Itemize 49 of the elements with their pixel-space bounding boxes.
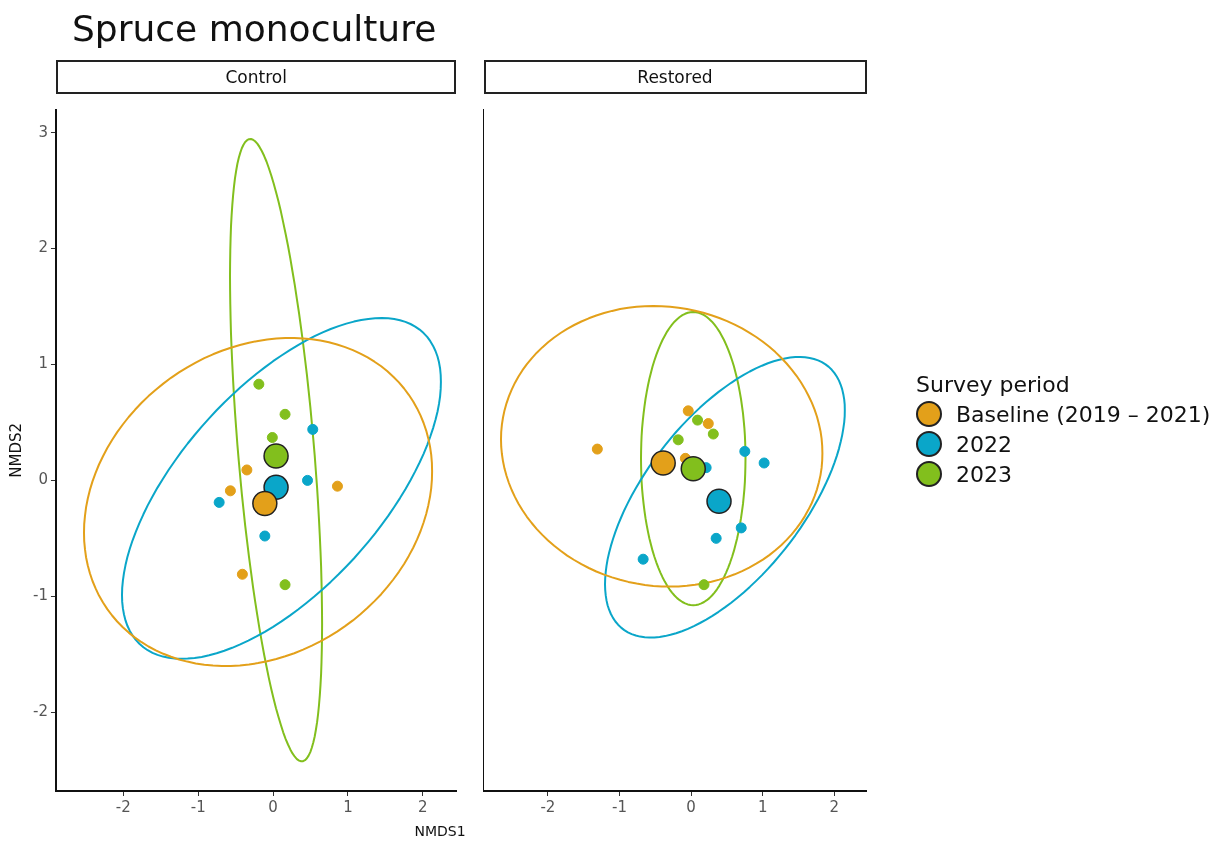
point (739, 445, 751, 457)
point (735, 522, 747, 534)
point (331, 480, 343, 492)
point (302, 474, 314, 486)
y-tick-label: -2 (32, 702, 48, 721)
x-tick-label: 0 (686, 797, 696, 816)
x-tick-label: -2 (115, 797, 131, 816)
y-axis-title: NMDS2 (6, 422, 25, 478)
point (259, 530, 271, 542)
point (707, 428, 719, 440)
point (698, 579, 710, 591)
point (236, 568, 248, 580)
y-tick-label: -1 (32, 586, 48, 605)
point (702, 418, 714, 430)
point (758, 457, 770, 469)
point (591, 443, 603, 455)
x-tick-label: 2 (418, 797, 428, 816)
point (279, 579, 291, 591)
y-tick-label: 0 (38, 470, 48, 489)
x-axis-title: NMDS1 (414, 823, 466, 839)
point (241, 464, 253, 476)
point (692, 414, 704, 426)
x-tick-label: -1 (190, 797, 206, 816)
point (637, 553, 649, 565)
chart-subtitle: Restored (483, 60, 867, 94)
point (710, 532, 722, 544)
y-tick-label: 3 (38, 122, 48, 141)
point (213, 496, 225, 508)
legend-label: 2023 (956, 461, 1012, 487)
chart-title: Spruce monoculture (72, 8, 437, 49)
x-tick-label: 1 (343, 797, 353, 816)
x-tick-label: -1 (612, 797, 627, 816)
legend-title: Survey period (916, 372, 1071, 397)
legend-label: 2022 (956, 431, 1012, 457)
x-tick-label: 1 (757, 797, 768, 816)
point (672, 434, 684, 446)
point (253, 378, 265, 390)
x-tick-label: 2 (829, 797, 840, 816)
y-tick-label: 1 (38, 354, 48, 373)
point (279, 408, 291, 420)
point (682, 405, 694, 417)
y-tick-label: 2 (38, 238, 48, 257)
point (266, 432, 278, 443)
chart-subtitle: Control (55, 60, 457, 94)
point (307, 423, 319, 435)
x-tick-label: 0 (268, 797, 278, 816)
point (224, 485, 236, 497)
x-tick-label: -2 (540, 797, 556, 816)
legend-label: Baseline (2019 – 2021) (956, 401, 1211, 427)
